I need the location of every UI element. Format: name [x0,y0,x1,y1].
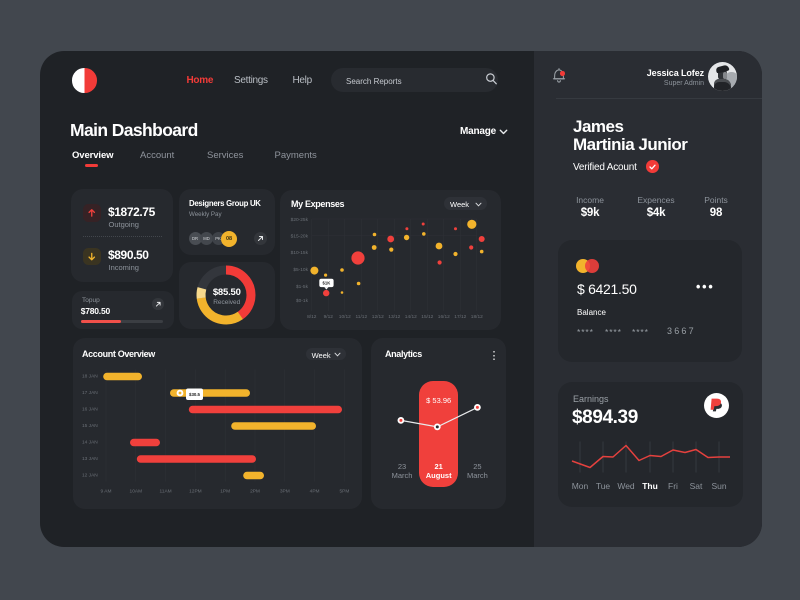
svg-text:10/12: 10/12 [339,314,351,320]
svg-text:16 JAN: 16 JAN [82,406,98,412]
svg-text:17 JAN: 17 JAN [82,390,98,396]
svg-text:$30.5: $30.5 [189,392,201,397]
svg-text:4PM: 4PM [310,488,320,494]
svg-text:11/12: 11/12 [355,314,367,320]
svg-text:Sun: Sun [711,481,726,491]
svg-text:18/12: 18/12 [471,314,483,320]
svg-text:12PM: 12PM [189,488,202,494]
svg-text:8/12: 8/12 [307,314,317,320]
svg-text:13/12: 13/12 [388,314,400,320]
svg-text:18 JAN: 18 JAN [82,373,98,379]
svg-text:12 JAN: 12 JAN [82,472,98,478]
svg-text:9 AM: 9 AM [101,488,112,494]
svg-text:15/12: 15/12 [421,314,433,320]
svg-text:$0-1k: $0-1k [296,298,309,304]
svg-text:$1-5k: $1-5k [296,284,309,290]
svg-text:$5-10k: $5-10k [293,267,308,273]
svg-text:Thu: Thu [642,481,658,491]
svg-text:11AM: 11AM [160,488,172,494]
svg-text:10AM: 10AM [130,488,143,494]
svg-text:3PM: 3PM [280,488,290,494]
svg-text:12/12: 12/12 [372,314,384,320]
svg-text:15 JAN: 15 JAN [82,423,98,429]
svg-text:$10-15k: $10-15k [291,250,309,256]
svg-text:2PM: 2PM [250,488,260,494]
svg-text:Mon: Mon [572,481,589,491]
svg-text:$1K: $1K [323,281,331,286]
svg-text:14/12: 14/12 [405,314,417,320]
svg-text:Tue: Tue [596,481,611,491]
svg-text:9/12: 9/12 [324,314,334,320]
svg-text:1PM: 1PM [220,488,230,494]
svg-text:Sat: Sat [690,481,703,491]
svg-text:13 JAN: 13 JAN [82,456,98,462]
svg-text:$20-25k: $20-25k [291,217,309,223]
svg-text:14 JAN: 14 JAN [82,439,98,445]
svg-text:Wed: Wed [617,481,635,491]
svg-text:5PM: 5PM [339,488,349,494]
svg-text:$15-20k: $15-20k [291,234,309,240]
svg-text:17/12: 17/12 [454,314,466,320]
svg-text:Fri: Fri [668,481,678,491]
svg-text:16/12: 16/12 [438,314,450,320]
